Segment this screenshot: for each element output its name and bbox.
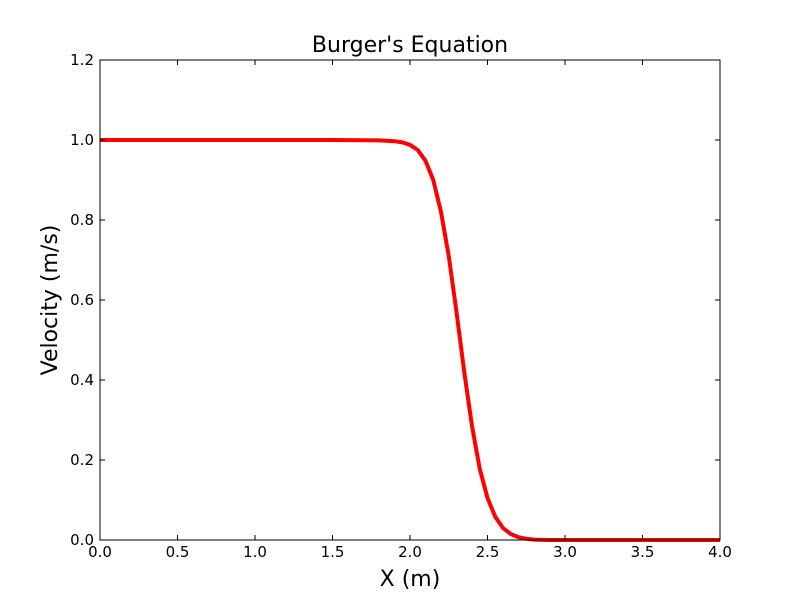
ticks-layer: 0.0 0.5 1.0 1.5 2.0 2.5 3.0 3.5 4.0 0.0 0.2 0.4 0.6 0… xyxy=(70,51,732,561)
x-tick-label: 1.0 xyxy=(243,543,267,561)
x-tick-label: 0.0 xyxy=(88,543,112,561)
y-tick-label: 0.6 xyxy=(70,291,94,309)
y-tick-label: 0.8 xyxy=(70,211,94,229)
x-tick-label: 2.5 xyxy=(476,543,500,561)
x-tick-label: 1.5 xyxy=(321,543,345,561)
y-tick-label: 1.0 xyxy=(70,131,94,149)
x-tick-label: 0.5 xyxy=(166,543,190,561)
x-axis-label: X (m) xyxy=(380,567,441,592)
y-tick-label: 1.2 xyxy=(70,51,94,69)
chart-title: Burger's Equation xyxy=(312,33,508,58)
x-tick-label: 4.0 xyxy=(708,543,732,561)
y-tick-label: 0.2 xyxy=(70,451,94,469)
x-tick-label: 3.0 xyxy=(553,543,577,561)
series-line-0 xyxy=(100,138,720,542)
y-tick-label: 0.4 xyxy=(70,371,94,389)
series-layer xyxy=(100,138,720,542)
y-axis-label: Velocity (m/s) xyxy=(38,225,63,376)
x-tick-label: 2.0 xyxy=(398,543,422,561)
plot-area-frame xyxy=(99,59,721,541)
x-tick-label: 3.5 xyxy=(631,543,655,561)
y-tick-label: 0.0 xyxy=(70,531,94,549)
